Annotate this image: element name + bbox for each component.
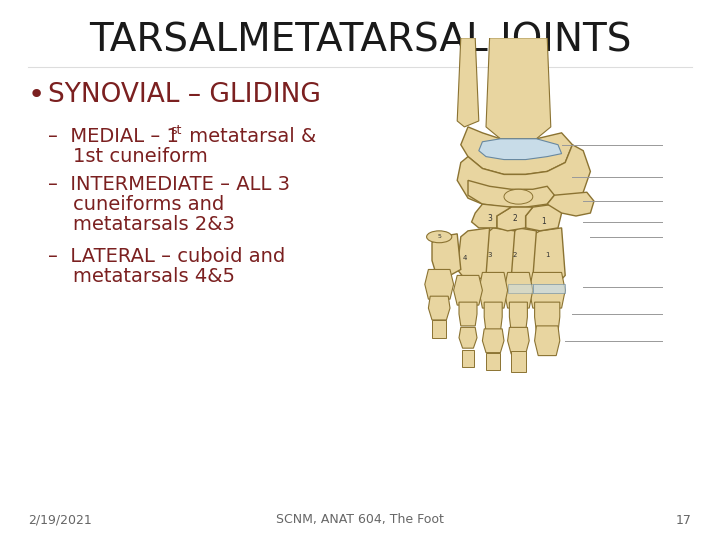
Text: 3: 3 bbox=[487, 214, 492, 224]
Polygon shape bbox=[468, 180, 554, 207]
Text: 3: 3 bbox=[487, 252, 492, 258]
Polygon shape bbox=[511, 351, 526, 372]
Polygon shape bbox=[533, 284, 565, 293]
Polygon shape bbox=[461, 127, 572, 174]
Polygon shape bbox=[510, 302, 527, 332]
Polygon shape bbox=[526, 204, 562, 231]
Text: 1st cuneiform: 1st cuneiform bbox=[48, 147, 208, 166]
Text: TARSALMETATARSAL JOINTS: TARSALMETATARSAL JOINTS bbox=[89, 21, 631, 59]
Polygon shape bbox=[428, 296, 450, 320]
Polygon shape bbox=[457, 228, 490, 281]
Polygon shape bbox=[462, 350, 474, 367]
Polygon shape bbox=[459, 327, 477, 348]
Text: 4: 4 bbox=[462, 254, 467, 261]
Polygon shape bbox=[479, 139, 562, 159]
Polygon shape bbox=[472, 204, 511, 228]
Polygon shape bbox=[459, 302, 477, 326]
Polygon shape bbox=[534, 326, 560, 355]
Polygon shape bbox=[479, 272, 508, 308]
Polygon shape bbox=[486, 38, 551, 139]
Text: 2: 2 bbox=[513, 214, 517, 224]
Polygon shape bbox=[508, 327, 529, 354]
Text: metatarsal &: metatarsal & bbox=[183, 127, 316, 146]
Text: 17: 17 bbox=[676, 514, 692, 526]
Polygon shape bbox=[484, 302, 503, 332]
Polygon shape bbox=[508, 228, 536, 287]
Polygon shape bbox=[534, 302, 560, 332]
Text: SCNM, ANAT 604, The Foot: SCNM, ANAT 604, The Foot bbox=[276, 514, 444, 526]
Text: 1: 1 bbox=[545, 252, 549, 258]
Text: st: st bbox=[170, 125, 181, 138]
Text: –  MEDIAL – 1: – MEDIAL – 1 bbox=[48, 127, 179, 146]
Polygon shape bbox=[508, 284, 533, 293]
Polygon shape bbox=[486, 353, 500, 370]
Text: •: • bbox=[28, 81, 45, 109]
Polygon shape bbox=[432, 320, 446, 338]
Polygon shape bbox=[497, 207, 533, 231]
Text: 2/19/2021: 2/19/2021 bbox=[28, 514, 91, 526]
Polygon shape bbox=[482, 228, 515, 284]
Text: 2: 2 bbox=[513, 252, 517, 258]
Ellipse shape bbox=[504, 189, 533, 204]
Polygon shape bbox=[457, 145, 590, 210]
Polygon shape bbox=[432, 234, 461, 275]
Text: SYNOVIAL – GLIDING: SYNOVIAL – GLIDING bbox=[48, 82, 321, 108]
Polygon shape bbox=[482, 329, 504, 353]
Text: –  LATERAL – cuboid and: – LATERAL – cuboid and bbox=[48, 247, 285, 267]
Polygon shape bbox=[529, 228, 565, 287]
Polygon shape bbox=[457, 38, 479, 127]
Text: –  INTERMEDIATE – ALL 3: – INTERMEDIATE – ALL 3 bbox=[48, 176, 290, 194]
Ellipse shape bbox=[426, 231, 452, 242]
Polygon shape bbox=[454, 275, 482, 305]
Polygon shape bbox=[504, 272, 533, 308]
Text: 1: 1 bbox=[541, 218, 546, 226]
Text: 5: 5 bbox=[437, 234, 441, 239]
Text: metatarsals 2&3: metatarsals 2&3 bbox=[48, 215, 235, 234]
Text: metatarsals 4&5: metatarsals 4&5 bbox=[48, 267, 235, 287]
Polygon shape bbox=[547, 192, 594, 216]
Text: cuneiforms and: cuneiforms and bbox=[48, 195, 224, 214]
Polygon shape bbox=[529, 272, 565, 308]
Polygon shape bbox=[425, 269, 454, 299]
